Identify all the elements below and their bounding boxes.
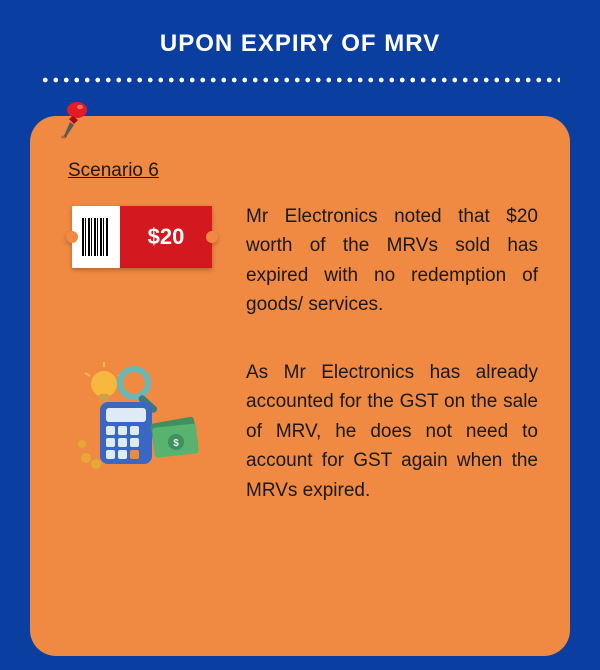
row-1: $20 Mr Electronics noted that $20 worth … [62,202,538,320]
pushpin-icon [56,100,92,142]
paragraph-2: As Mr Electronics has already accounted … [246,358,538,505]
scenario-card: Scenario 6 $20 Mr Electronics noted that… [30,116,570,656]
paragraph-1: Mr Electronics noted that $20 worth of t… [246,202,538,320]
voucher-icon: $20 [62,202,222,320]
finance-icon: $ [62,358,222,505]
barcode-icon [82,218,108,256]
row-2: $ As Mr Electronics has already accounte… [62,358,538,505]
divider-dots [40,76,560,84]
page-title: UPON EXPIRY OF MRV [0,0,600,58]
voucher-value: $20 [120,206,212,268]
scenario-label: Scenario 6 [68,160,538,182]
svg-text:$: $ [173,438,179,449]
